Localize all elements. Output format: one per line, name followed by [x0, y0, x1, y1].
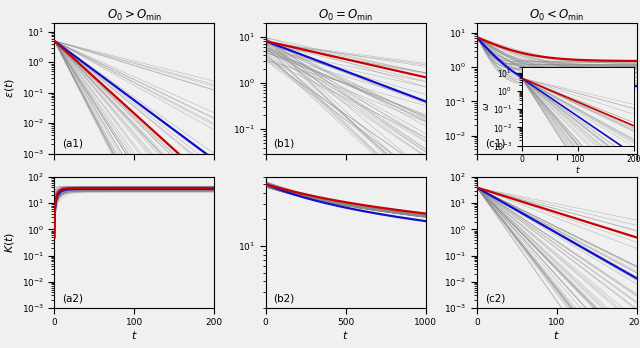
Text: (c2): (c2)	[485, 293, 505, 303]
Title: $O_0 = O_{\min}$: $O_0 = O_{\min}$	[318, 8, 373, 23]
Y-axis label: $\epsilon(t)$: $\epsilon(t)$	[3, 78, 16, 98]
X-axis label: $t$: $t$	[342, 329, 349, 341]
Text: (b1): (b1)	[274, 139, 295, 149]
Title: $O_0 > O_{\min}$: $O_0 > O_{\min}$	[107, 8, 162, 23]
Text: (a1): (a1)	[63, 139, 83, 149]
Text: (a2): (a2)	[63, 293, 83, 303]
Title: $O_0 < O_{\min}$: $O_0 < O_{\min}$	[529, 8, 584, 23]
X-axis label: $t$: $t$	[554, 329, 560, 341]
Text: (c1): (c1)	[485, 139, 505, 149]
Y-axis label: $K(t)$: $K(t)$	[3, 232, 16, 253]
Text: (b2): (b2)	[274, 293, 295, 303]
X-axis label: $t$: $t$	[131, 329, 138, 341]
